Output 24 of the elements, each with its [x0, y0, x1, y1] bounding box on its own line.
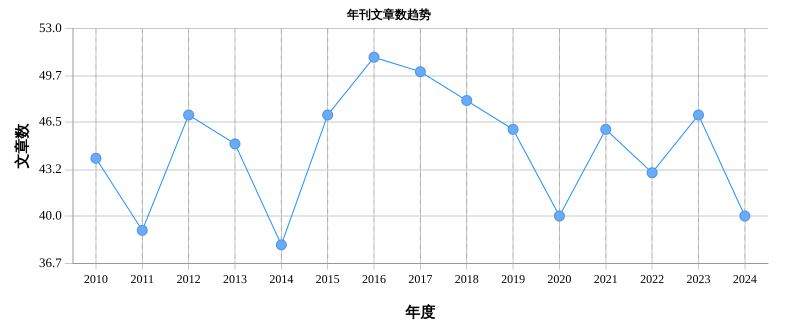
y-tick-label: 46.5: [39, 114, 62, 129]
x-tick-label: 2022: [640, 272, 664, 286]
x-tick-label: 2014: [269, 272, 294, 286]
x-tick-label: 2011: [130, 272, 154, 286]
x-tick-label: 2016: [362, 272, 386, 286]
x-tick-label: 2020: [547, 272, 572, 286]
x-tick-label: 2024: [732, 272, 757, 286]
x-tick-label: 2010: [84, 272, 108, 286]
x-tick-label: 2018: [454, 272, 479, 286]
x-axis-title: 年度: [404, 302, 436, 321]
y-tick-label: 49.7: [39, 67, 62, 82]
x-tick-label: 2012: [176, 272, 201, 286]
x-tick-label: 2023: [686, 272, 710, 286]
x-tick-label: 2019: [501, 272, 526, 286]
x-tick-label: 2013: [222, 272, 247, 286]
y-tick-label: 40.0: [39, 207, 62, 222]
x-tick-label: 2015: [316, 272, 340, 286]
x-tick-label: 2021: [594, 272, 618, 286]
y-axis-title: 文章数: [12, 122, 31, 170]
y-tick-label: 36.7: [39, 255, 62, 270]
y-tick-label: 43.2: [39, 161, 62, 176]
chart-title: 年刊文章数趋势: [346, 7, 431, 22]
x-tick-label: 2017: [408, 272, 432, 286]
y-tick-label: 53.0: [39, 20, 62, 35]
